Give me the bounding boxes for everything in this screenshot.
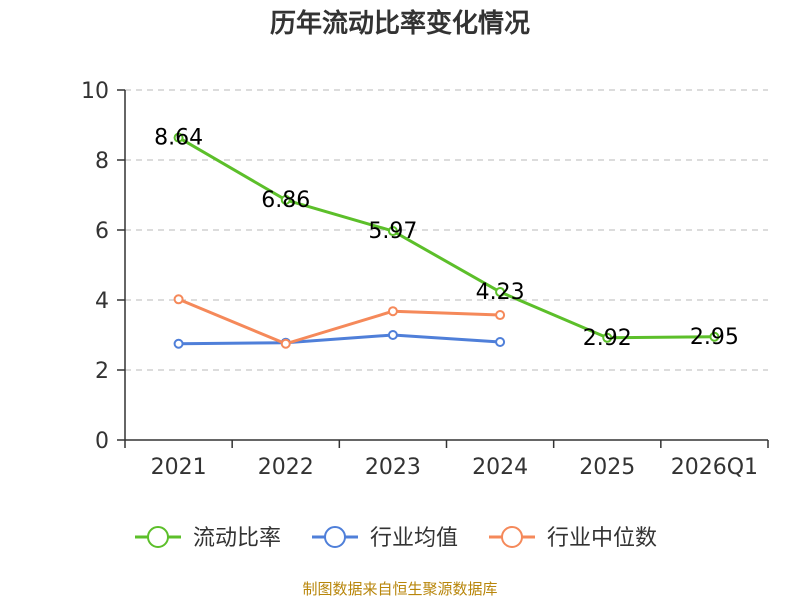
data-point	[173, 338, 184, 349]
series-3	[173, 294, 506, 349]
grid	[125, 89, 768, 371]
data-labels: 8.64 6.86 5.97 4.23 2.92 2.95	[154, 126, 739, 351]
x-tick-label: 2026Q1	[671, 455, 758, 480]
x-tick-label: 2023	[365, 455, 421, 480]
chart-title: 历年流动比率变化情况	[270, 8, 530, 39]
legend: 流动比率 行业均值 行业中位数	[135, 526, 657, 551]
data-label: 2.95	[690, 325, 739, 350]
data-point	[173, 132, 184, 143]
data-point	[387, 306, 398, 317]
y-tick-label: 8	[95, 149, 109, 174]
legend-item: 行业中位数	[489, 526, 657, 551]
series-2	[173, 330, 506, 349]
series-line	[177, 136, 715, 340]
legend-marker	[147, 526, 169, 548]
x-tick-label: 2024	[472, 455, 528, 480]
source-note: 制图数据来自恒生聚源数据库	[302, 580, 497, 598]
legend-label: 行业均值	[370, 526, 458, 551]
y-tick-label: 2	[95, 359, 109, 384]
data-point	[387, 226, 398, 237]
data-point	[709, 331, 720, 342]
data-point	[387, 330, 398, 340]
x-tick-label: 2021	[151, 455, 207, 480]
data-point	[495, 286, 506, 297]
legend-marker	[501, 526, 523, 548]
data-label: 2.92	[583, 326, 632, 351]
data-label: 5.97	[368, 219, 417, 244]
data-point	[602, 332, 613, 343]
x-tick-label: 2022	[258, 455, 314, 480]
y-tick-label: 0	[95, 429, 109, 454]
data-label: 6.86	[261, 188, 310, 213]
legend-label: 流动比率	[193, 526, 281, 551]
series-1	[173, 132, 720, 343]
y-tick-label: 10	[81, 79, 109, 104]
legend-label: 行业中位数	[547, 526, 657, 551]
legend-marker	[324, 526, 346, 548]
y-tick-label: 6	[95, 219, 109, 244]
data-label: 8.64	[154, 126, 203, 151]
legend-item: 流动比率	[135, 526, 281, 551]
x-tick-label: 2025	[579, 455, 635, 480]
y-tick-label: 4	[95, 289, 109, 314]
data-point	[495, 310, 506, 321]
data-label: 4.23	[476, 280, 525, 305]
legend-item: 行业均值	[312, 526, 458, 551]
data-point	[280, 338, 291, 349]
series-group	[173, 132, 720, 349]
series-line	[178, 333, 501, 346]
data-point	[173, 294, 184, 305]
series-line	[178, 297, 501, 346]
data-point	[280, 194, 291, 205]
axes: 0 2 4 6 8 10 2021 2022 2023 2024 2025 2026Q1	[81, 79, 769, 480]
data-point	[495, 337, 506, 347]
